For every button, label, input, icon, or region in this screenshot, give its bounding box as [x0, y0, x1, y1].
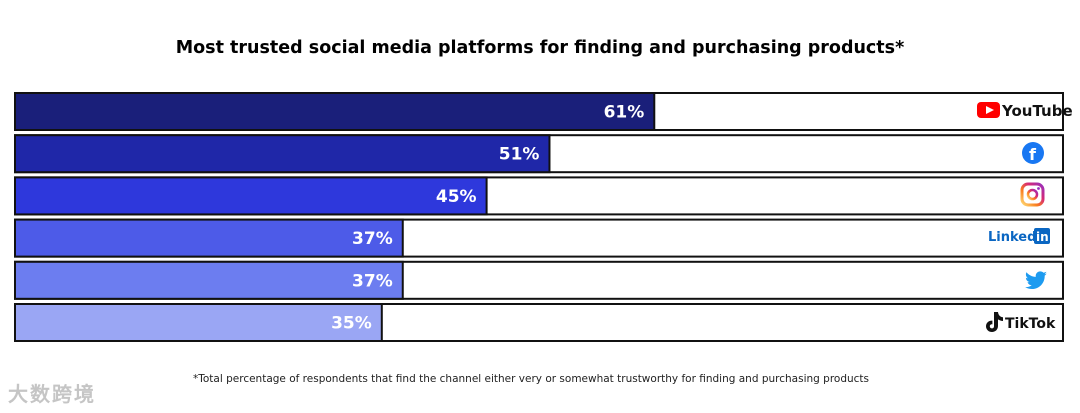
bar-label-facebook: 51%	[499, 145, 540, 165]
twitter-icon	[1024, 271, 1047, 289]
linkedin-icon: Linked in	[988, 228, 1050, 245]
svg-text:f: f	[1029, 145, 1037, 164]
watermark: 大数跨境	[8, 382, 96, 406]
bar-label-linkedin: 37%	[352, 229, 393, 249]
facebook-icon: f	[1022, 142, 1044, 164]
footnote: *Total percentage of respondents that fi…	[193, 373, 870, 385]
instagram-icon	[1020, 182, 1045, 207]
bar-twitter	[14, 260, 404, 300]
tiktok-icon: TikTok	[986, 312, 1056, 332]
youtube-icon: YouTube	[977, 102, 1073, 120]
bar-linkedin	[14, 218, 404, 258]
bar-tiktok	[14, 303, 383, 342]
bar-label-youtube: 61%	[604, 103, 645, 123]
bar-facebook	[14, 134, 551, 174]
bar-instagram	[14, 176, 488, 216]
chart-title: Most trusted social media platforms for …	[175, 38, 905, 58]
bar-label-twitter: 37%	[352, 271, 393, 291]
bar-label-instagram: 45%	[436, 187, 477, 207]
bar-youtube	[14, 92, 656, 131]
tiktok-wordmark: TikTok	[1005, 316, 1056, 332]
linkedin-in: in	[1036, 230, 1049, 244]
bar-label-tiktok: 35%	[331, 314, 372, 334]
youtube-wordmark: YouTube	[1001, 102, 1073, 120]
linkedin-wordmark: Linked	[988, 230, 1036, 245]
